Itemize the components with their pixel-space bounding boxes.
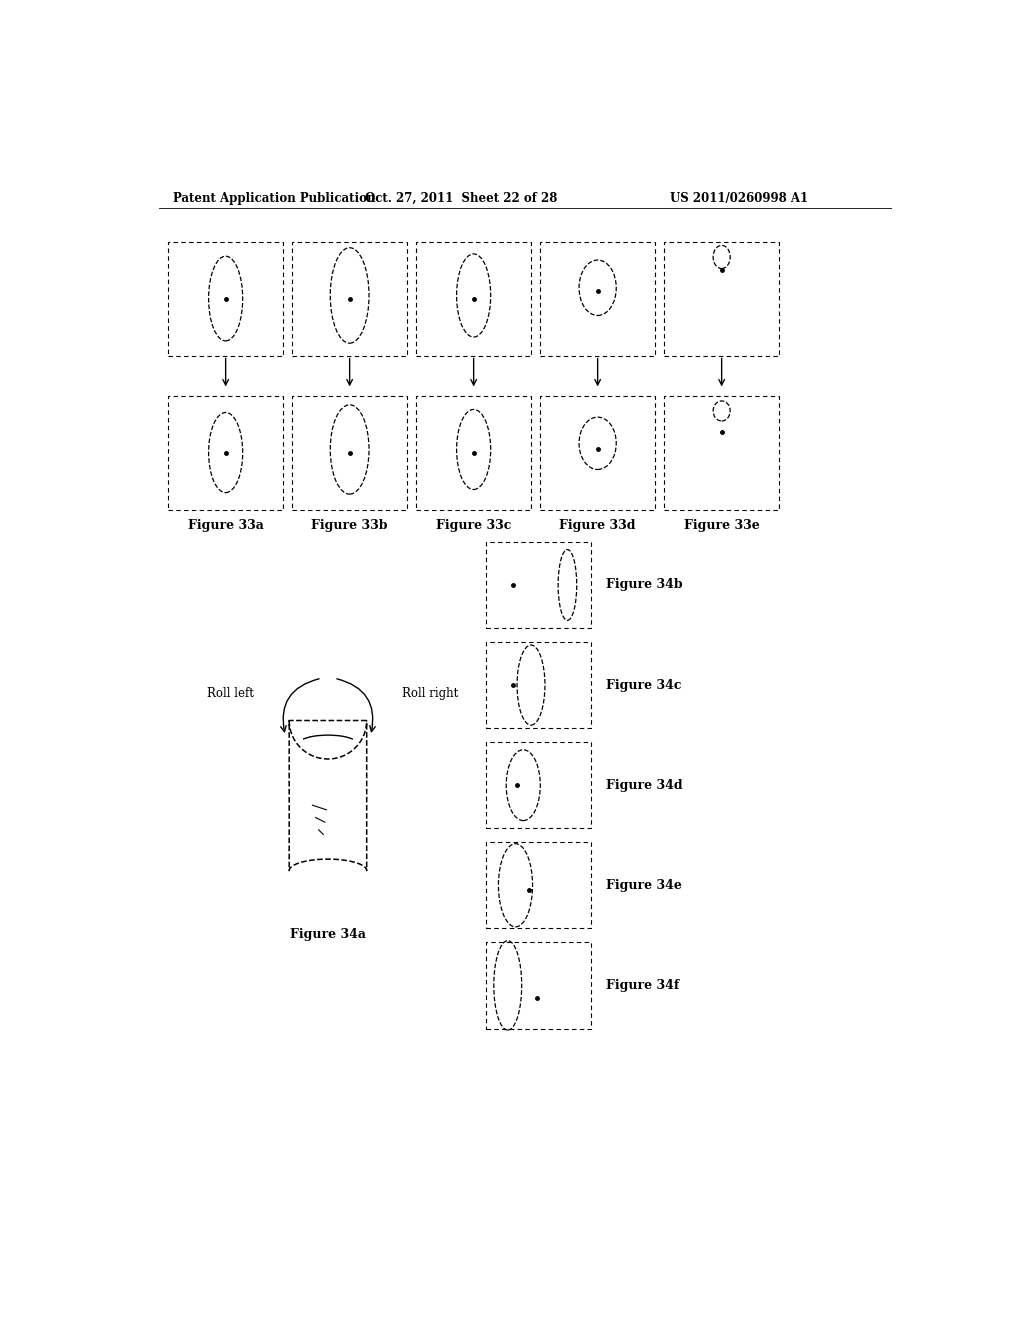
Bar <box>486 942 591 1028</box>
Text: Figure 33a: Figure 33a <box>187 519 263 532</box>
Bar <box>665 242 779 355</box>
Text: Figure 34f: Figure 34f <box>606 979 680 991</box>
Bar <box>168 242 283 355</box>
Text: Figure 33b: Figure 33b <box>311 519 388 532</box>
Text: US 2011/0260998 A1: US 2011/0260998 A1 <box>671 191 809 205</box>
Text: Figure 33c: Figure 33c <box>436 519 511 532</box>
Text: Figure 33e: Figure 33e <box>684 519 760 532</box>
Text: Oct. 27, 2011  Sheet 22 of 28: Oct. 27, 2011 Sheet 22 of 28 <box>366 191 557 205</box>
Text: Roll left: Roll left <box>208 686 254 700</box>
Bar <box>168 396 283 510</box>
Text: Figure 33d: Figure 33d <box>559 519 636 532</box>
Bar <box>541 396 655 510</box>
Bar <box>486 742 591 829</box>
Text: Figure 34a: Figure 34a <box>290 928 366 941</box>
Bar <box>486 642 591 729</box>
Bar <box>417 396 531 510</box>
Text: Figure 34b: Figure 34b <box>606 578 683 591</box>
Text: Figure 34c: Figure 34c <box>606 678 682 692</box>
Text: Roll right: Roll right <box>401 686 458 700</box>
Bar <box>417 242 531 355</box>
Text: Patent Application Publication: Patent Application Publication <box>173 191 376 205</box>
Bar <box>292 396 407 510</box>
Bar <box>292 242 407 355</box>
Bar <box>541 242 655 355</box>
Bar <box>486 543 591 628</box>
Bar <box>665 396 779 510</box>
Bar <box>486 842 591 928</box>
Text: Figure 34d: Figure 34d <box>606 779 683 792</box>
Text: Figure 34e: Figure 34e <box>606 879 682 892</box>
